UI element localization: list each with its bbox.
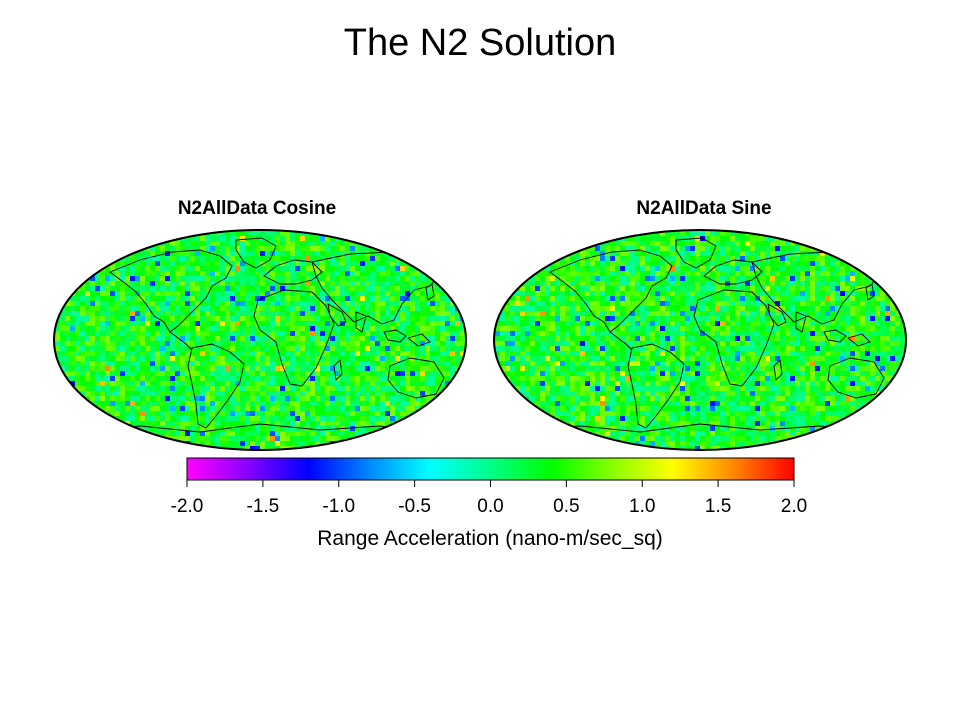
graticule xyxy=(494,284,906,396)
map-title-sine: N2AllData Sine xyxy=(636,198,772,219)
map-cosine xyxy=(50,226,470,454)
map-cosine-svg xyxy=(53,229,467,451)
colorbar-tick-label: 1.5 xyxy=(705,496,731,517)
colorbar-tick-label: 2.0 xyxy=(781,496,807,517)
map-border xyxy=(53,229,467,451)
colorbar-tick-label: 0.0 xyxy=(477,496,503,517)
map-sine-svg xyxy=(493,229,907,451)
colorbar-svg: -2.0 -1.5 -1.0 -0.5 0.0 0.5 1.0 1.5 2.0 Range Ac… xyxy=(171,457,807,550)
colorbar-tick-label: -1.5 xyxy=(247,496,280,517)
colorbar-tick-label: -0.5 xyxy=(398,496,431,517)
slide-title: The N2 Solution xyxy=(343,22,617,64)
map-sine xyxy=(490,226,910,454)
map-border xyxy=(493,229,907,451)
colorbar: -2.0 -1.5 -1.0 -0.5 0.0 0.5 1.0 1.5 2.0 Range Ac… xyxy=(160,450,820,560)
colorbar-gradient xyxy=(186,457,795,481)
colorbar-tick-label: -1.0 xyxy=(322,496,355,517)
colorbar-label: Range Acceleration (nano-m/sec_sq) xyxy=(317,527,663,550)
colorbar-tick-label: 0.5 xyxy=(553,496,579,517)
colorbar-ticks: -2.0 -1.5 -1.0 -0.5 0.0 0.5 1.0 1.5 2.0 xyxy=(171,480,807,517)
colorbar-tick-label: -2.0 xyxy=(171,496,204,517)
colorbar-tick-label: 1.0 xyxy=(629,496,655,517)
coastlines xyxy=(89,237,463,437)
map-title-cosine: N2AllData Cosine xyxy=(177,198,337,219)
graticule xyxy=(54,284,466,396)
